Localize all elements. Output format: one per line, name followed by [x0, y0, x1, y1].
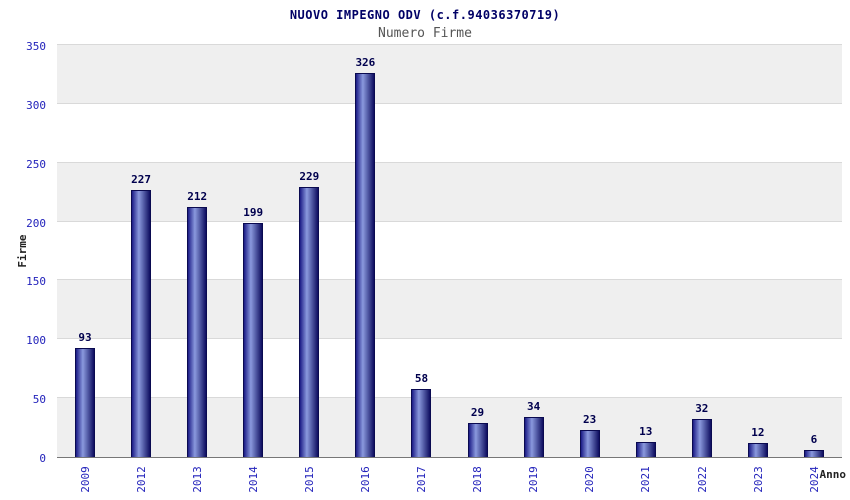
x-tick-label: 2017: [414, 466, 428, 493]
y-tick-label: 200: [26, 216, 46, 230]
bar-2015: [299, 187, 320, 457]
bar-slot: 58: [393, 45, 449, 457]
bar-2020: [579, 429, 600, 457]
bar-value-label: 29: [470, 405, 485, 419]
bar-slot: 23: [562, 45, 618, 457]
x-tick-slot: 2014: [225, 459, 281, 500]
bar-value-label: 58: [414, 371, 429, 385]
x-tick-slot: 2020: [562, 459, 618, 500]
bar-value-label: 93: [78, 330, 92, 344]
x-tick-label: 2012: [134, 466, 148, 493]
x-axis-title: Anno: [819, 468, 847, 481]
gridline: [57, 397, 842, 399]
y-tick-label: 50: [32, 393, 46, 407]
x-tick-slot: 2019: [506, 459, 562, 500]
x-tick-label: 2020: [583, 466, 597, 493]
bar-slot: 227: [113, 45, 169, 457]
bar-2014: [243, 222, 264, 457]
x-tick-slot: 2015: [281, 459, 337, 500]
gridline: [57, 161, 842, 163]
bar-value-label: 34: [526, 399, 541, 413]
bar-value-label: 32: [695, 402, 709, 416]
bar-slot: 326: [337, 45, 393, 457]
x-tick-label: 2023: [751, 466, 765, 493]
gridline: [57, 102, 842, 104]
x-tick-label: 2024: [807, 466, 821, 493]
bar-value-label: 212: [187, 190, 208, 204]
bar-slot: 93: [57, 45, 113, 457]
plot-band: [57, 45, 842, 104]
x-tick-slot: 2023: [730, 459, 786, 500]
x-tick-label: 2009: [78, 466, 92, 493]
x-tick-label: 2022: [695, 466, 709, 493]
bar-value-label: 229: [299, 170, 320, 184]
x-tick-label: 2019: [527, 466, 541, 493]
gridline: [57, 220, 842, 222]
x-tick-label: 2021: [639, 466, 653, 493]
chart-subtitle: Numero Firme: [378, 26, 472, 41]
bar-slot: 212: [169, 45, 225, 457]
bar-2017: [411, 388, 432, 457]
bar-2023: [747, 442, 768, 457]
y-tick-label: 0: [39, 452, 46, 465]
x-tick-slot: 2021: [618, 459, 674, 500]
x-tick-label: 2018: [471, 466, 485, 493]
x-tick-slot: 2018: [450, 459, 506, 500]
bar-value-label: 12: [751, 425, 765, 439]
x-tick-slot: 2022: [674, 459, 730, 500]
bar-2009: [75, 347, 96, 457]
bar-2013: [187, 207, 208, 457]
x-tick-label: 2015: [302, 466, 316, 493]
y-tick-label: 250: [26, 157, 46, 171]
x-tick-slot: 2016: [337, 459, 393, 500]
bar-value-label: 326: [355, 56, 376, 70]
bar-slot: 29: [450, 45, 506, 457]
bar-value-label: 227: [131, 172, 152, 186]
bar-value-label: 6: [810, 432, 818, 446]
x-tick-slot: 2017: [393, 459, 449, 500]
x-tick-slot: 2012: [113, 459, 169, 500]
bar-2024: [803, 449, 824, 457]
bar-slot: 13: [618, 45, 674, 457]
gridline: [57, 279, 842, 281]
bar-slot: 12: [730, 45, 786, 457]
plot-band: [57, 103, 842, 163]
bar-2021: [635, 441, 656, 457]
chart-title: NUOVO IMPEGNO ODV (c.f.94036370719): [289, 8, 561, 22]
bar-value-label: 23: [583, 412, 597, 426]
bar-slot: 229: [281, 45, 337, 457]
plot-area: 93 227 212 199 229 326 58 29 34 23 13 32 12 6: [57, 44, 842, 458]
bar-2012: [131, 189, 152, 457]
bar-value-label: 199: [243, 205, 264, 219]
x-tick-label: 2014: [246, 466, 260, 493]
y-tick-label: 350: [26, 40, 46, 53]
bar-slot: 32: [674, 45, 730, 457]
bar-value-label: 13: [639, 424, 653, 438]
x-axis-labels: 2009 2012 2013 2014 2015 2016 2017 2018 2019 2020…: [57, 459, 842, 500]
gridline: [57, 338, 842, 340]
x-tick-slot: 2013: [169, 459, 225, 500]
bar-2018: [467, 422, 488, 457]
x-tick-label: 2016: [358, 466, 372, 493]
y-axis-labels: 0 50 100 150 200 250 300 350: [0, 40, 52, 465]
x-tick-label: 2013: [190, 466, 204, 493]
gridline: [57, 44, 842, 45]
bar-slot: 6: [786, 45, 842, 457]
bar-2022: [691, 419, 712, 457]
bar-slot: 199: [225, 45, 281, 457]
y-tick-label: 100: [26, 334, 46, 348]
bar-2019: [523, 416, 544, 457]
x-tick-slot: 2009: [57, 459, 113, 500]
bar-slot: 34: [506, 45, 562, 457]
y-tick-label: 150: [26, 275, 46, 289]
bar-2016: [355, 73, 376, 457]
y-tick-label: 300: [26, 98, 46, 112]
